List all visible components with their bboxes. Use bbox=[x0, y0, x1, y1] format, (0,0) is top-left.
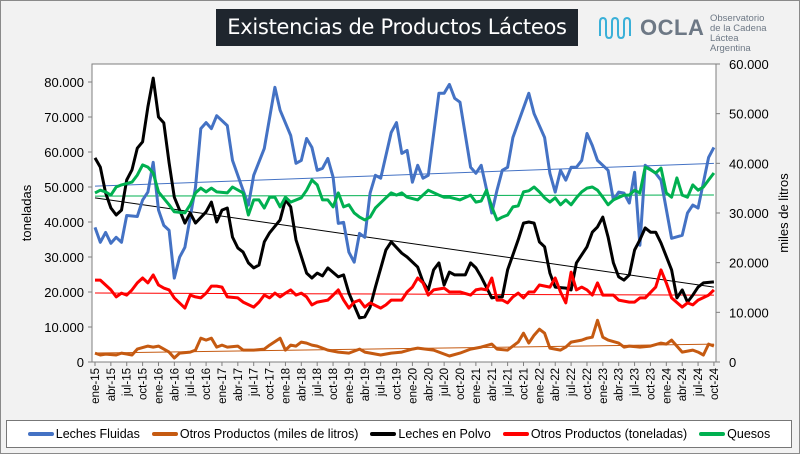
x-tick-label: abr-23 bbox=[614, 368, 626, 401]
x-tick-label: oct-22 bbox=[582, 368, 594, 400]
x-tick-label: abr-22 bbox=[550, 368, 562, 401]
x-tick-label: jul-23 bbox=[630, 368, 642, 397]
right-tick-label: 30.000 bbox=[729, 206, 769, 221]
logo-line-3: Argentina bbox=[710, 43, 751, 54]
x-tick-label: oct-21 bbox=[518, 368, 530, 400]
x-tick-label: ene-19 bbox=[344, 368, 356, 404]
left-tick-label: 0 bbox=[77, 355, 84, 370]
x-tick-label: ene-20 bbox=[407, 368, 419, 404]
x-tick-label: abr-19 bbox=[360, 368, 372, 401]
series-line-leches-en-polvo bbox=[93, 76, 715, 320]
x-tick-label: oct-16 bbox=[201, 368, 213, 400]
legend-swatch bbox=[27, 432, 54, 436]
left-tick-label: 20.000 bbox=[44, 285, 84, 300]
legend-label: Quesos bbox=[727, 427, 771, 441]
left-tick-label: 80.000 bbox=[44, 75, 84, 90]
x-tick-label: abr-18 bbox=[296, 368, 308, 401]
chart-title: Existencias de Productos Lácteos bbox=[216, 9, 578, 46]
line-chart: 0 10.000 20.000 30.000 40.000 50.000 60.000 70.… bbox=[19, 57, 791, 404]
chart-legend: Leches Fluidas Otros Productos (miles de … bbox=[6, 420, 792, 448]
x-tick-label: ene-23 bbox=[598, 368, 610, 404]
legend-item: Otros Productos (miles de litros) bbox=[151, 427, 359, 441]
x-tick-label: ene-21 bbox=[471, 368, 483, 404]
legend-label: Otros Productos (toneladas) bbox=[530, 427, 688, 441]
right-tick-label: 60.000 bbox=[729, 57, 769, 72]
x-tick-label: abr-16 bbox=[169, 368, 181, 401]
series-line-leches-fluidas bbox=[93, 82, 716, 280]
x-tick-label: oct-23 bbox=[645, 368, 657, 400]
x-tick-label: oct-20 bbox=[455, 368, 467, 400]
trendline-leches-fluidas bbox=[94, 162, 714, 187]
ocla-wave-icon bbox=[599, 16, 631, 40]
logo-subtitle: Observatorio de la Cadena Láctea Argenti… bbox=[710, 14, 778, 54]
legend-label: Leches en Polvo bbox=[398, 427, 491, 441]
x-tick-label: oct-15 bbox=[138, 368, 150, 400]
logo-line-2: de la Cadena Láctea bbox=[710, 23, 767, 44]
right-tick-label: 20.000 bbox=[729, 256, 769, 271]
right-tick-label: 0 bbox=[729, 355, 736, 370]
x-tick-label: abr-15 bbox=[106, 368, 118, 401]
x-tick-label: jul-19 bbox=[376, 368, 388, 397]
left-tick-label: 50.000 bbox=[44, 180, 84, 195]
series-line-otros-productos-miles-de-litros- bbox=[94, 318, 715, 360]
x-tick-label: oct-18 bbox=[328, 368, 340, 400]
legend-label: Otros Productos (miles de litros) bbox=[179, 427, 359, 441]
left-tick-label: 30.000 bbox=[44, 250, 84, 265]
logo-name: OCLA bbox=[640, 15, 705, 40]
legend-item: Leches en Polvo bbox=[370, 427, 491, 441]
x-tick-label: jul-15 bbox=[122, 368, 134, 397]
plot-area bbox=[91, 63, 717, 363]
right-tick-label: 50.000 bbox=[729, 107, 769, 122]
x-tick-label: abr-17 bbox=[233, 368, 245, 401]
x-tick-label: jul-21 bbox=[503, 368, 515, 397]
right-axis-title: miles de litros bbox=[776, 173, 791, 253]
trendline-otros-productos-miles-de-litros- bbox=[94, 343, 714, 354]
x-tick-label: jul-24 bbox=[693, 367, 705, 397]
legend-swatch bbox=[502, 432, 529, 436]
x-tick-label: ene-15 bbox=[90, 368, 102, 404]
x-tick-label: jul-18 bbox=[312, 368, 324, 397]
x-tick-label: abr-24 bbox=[677, 367, 689, 401]
right-tick-label: 40.000 bbox=[729, 156, 769, 171]
x-tick-label: jul-17 bbox=[249, 368, 261, 397]
series-line-otros-productos-toneladas- bbox=[95, 268, 715, 310]
legend-swatch bbox=[151, 432, 178, 436]
x-tick-label: jul-22 bbox=[566, 368, 578, 397]
left-tick-label: 40.000 bbox=[44, 215, 84, 230]
legend-swatch bbox=[370, 432, 397, 436]
series-line-quesos bbox=[94, 163, 716, 222]
x-tick-label: oct-24 bbox=[709, 367, 721, 400]
x-tick-label: abr-20 bbox=[423, 368, 435, 401]
x-tick-label: ene-18 bbox=[280, 368, 292, 404]
x-tick-label: ene-16 bbox=[153, 368, 165, 404]
right-tick-label: 10.000 bbox=[729, 305, 769, 320]
x-tick-label: ene-24 bbox=[661, 367, 673, 403]
x-tick-label: abr-21 bbox=[487, 368, 499, 401]
legend-item: Leches Fluidas bbox=[27, 427, 140, 441]
left-tick-label: 60.000 bbox=[44, 145, 84, 160]
x-tick-label: oct-19 bbox=[392, 368, 404, 400]
trendline-leches-en-polvo bbox=[94, 197, 715, 288]
left-axis-title: toneladas bbox=[19, 184, 34, 241]
legend-item: Otros Productos (toneladas) bbox=[502, 427, 688, 441]
x-tick-label: oct-17 bbox=[265, 368, 277, 400]
ocla-logo: OCLA Observatorio de la Cadena Láctea Ar… bbox=[598, 12, 778, 54]
legend-label: Leches Fluidas bbox=[55, 427, 140, 441]
x-tick-label: ene-17 bbox=[217, 368, 229, 404]
x-tick-label: ene-22 bbox=[534, 368, 546, 404]
left-tick-label: 10.000 bbox=[44, 320, 84, 335]
logo-line-1: Observatorio bbox=[710, 13, 765, 24]
legend-swatch bbox=[699, 432, 726, 436]
left-tick-label: 70.000 bbox=[44, 110, 84, 125]
legend-item: Quesos bbox=[699, 427, 770, 441]
x-tick-label: jul-20 bbox=[439, 368, 451, 397]
x-tick-label: jul-16 bbox=[185, 368, 197, 397]
